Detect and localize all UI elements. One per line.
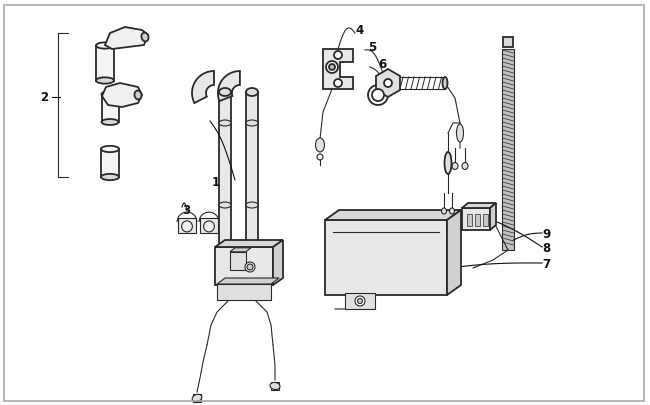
Ellipse shape	[334, 80, 342, 88]
Ellipse shape	[317, 155, 323, 161]
Bar	[230, 252, 246, 270]
Polygon shape	[246, 94, 258, 247]
Ellipse shape	[135, 91, 142, 100]
Ellipse shape	[96, 43, 114, 49]
Ellipse shape	[247, 264, 253, 270]
Bar	[101, 149, 119, 177]
Ellipse shape	[443, 78, 447, 90]
Bar	[215, 247, 273, 285]
Ellipse shape	[245, 262, 255, 272]
Ellipse shape	[450, 209, 454, 215]
Text: 4: 4	[355, 24, 363, 37]
Ellipse shape	[372, 90, 384, 102]
Ellipse shape	[246, 89, 258, 97]
Polygon shape	[447, 211, 461, 295]
Ellipse shape	[358, 299, 363, 304]
Polygon shape	[376, 70, 400, 98]
Polygon shape	[215, 241, 283, 247]
Ellipse shape	[219, 121, 231, 127]
Bar	[178, 218, 196, 233]
Ellipse shape	[219, 89, 231, 97]
Ellipse shape	[203, 222, 214, 232]
Bar	[200, 218, 218, 233]
Polygon shape	[105, 28, 148, 50]
Ellipse shape	[355, 296, 365, 306]
Polygon shape	[462, 203, 496, 209]
Ellipse shape	[181, 222, 192, 232]
Ellipse shape	[462, 163, 468, 170]
Ellipse shape	[219, 202, 231, 209]
Ellipse shape	[445, 153, 452, 175]
Bar	[462, 209, 490, 230]
Text: 2: 2	[40, 91, 48, 104]
Text: 3: 3	[182, 203, 190, 216]
Bar	[96, 47, 114, 81]
Ellipse shape	[101, 92, 118, 98]
Polygon shape	[271, 382, 279, 390]
Polygon shape	[273, 241, 283, 285]
Text: 9: 9	[542, 228, 551, 241]
Text: 5: 5	[368, 41, 376, 54]
Ellipse shape	[246, 121, 258, 127]
Text: 7: 7	[542, 257, 550, 270]
Ellipse shape	[326, 62, 338, 74]
Bar	[503, 38, 513, 48]
Ellipse shape	[96, 78, 114, 84]
Ellipse shape	[329, 65, 335, 71]
Ellipse shape	[384, 80, 392, 88]
Polygon shape	[502, 50, 514, 250]
Polygon shape	[102, 84, 142, 108]
Polygon shape	[490, 203, 496, 230]
Ellipse shape	[246, 202, 258, 209]
Ellipse shape	[368, 86, 388, 106]
Bar	[483, 215, 488, 226]
Ellipse shape	[142, 34, 149, 43]
Bar	[217, 284, 271, 300]
Bar	[475, 215, 480, 226]
Ellipse shape	[441, 209, 447, 215]
Polygon shape	[323, 50, 353, 90]
Bar	[101, 95, 118, 123]
Ellipse shape	[101, 120, 118, 126]
Polygon shape	[219, 94, 231, 247]
Polygon shape	[325, 211, 461, 220]
Polygon shape	[217, 278, 279, 284]
Polygon shape	[192, 72, 214, 104]
Polygon shape	[218, 72, 240, 102]
Text: 1: 1	[212, 175, 220, 189]
Polygon shape	[230, 248, 251, 252]
Ellipse shape	[101, 147, 119, 153]
Text: 8: 8	[542, 241, 551, 254]
Bar	[345, 293, 375, 309]
Ellipse shape	[101, 175, 119, 181]
Ellipse shape	[452, 163, 458, 170]
Bar	[467, 215, 472, 226]
Ellipse shape	[315, 139, 324, 153]
Ellipse shape	[192, 394, 202, 402]
Polygon shape	[193, 394, 201, 402]
Text: 6: 6	[378, 58, 386, 71]
Ellipse shape	[456, 125, 463, 143]
Bar	[325, 220, 447, 295]
Ellipse shape	[334, 52, 342, 60]
Ellipse shape	[270, 382, 280, 390]
